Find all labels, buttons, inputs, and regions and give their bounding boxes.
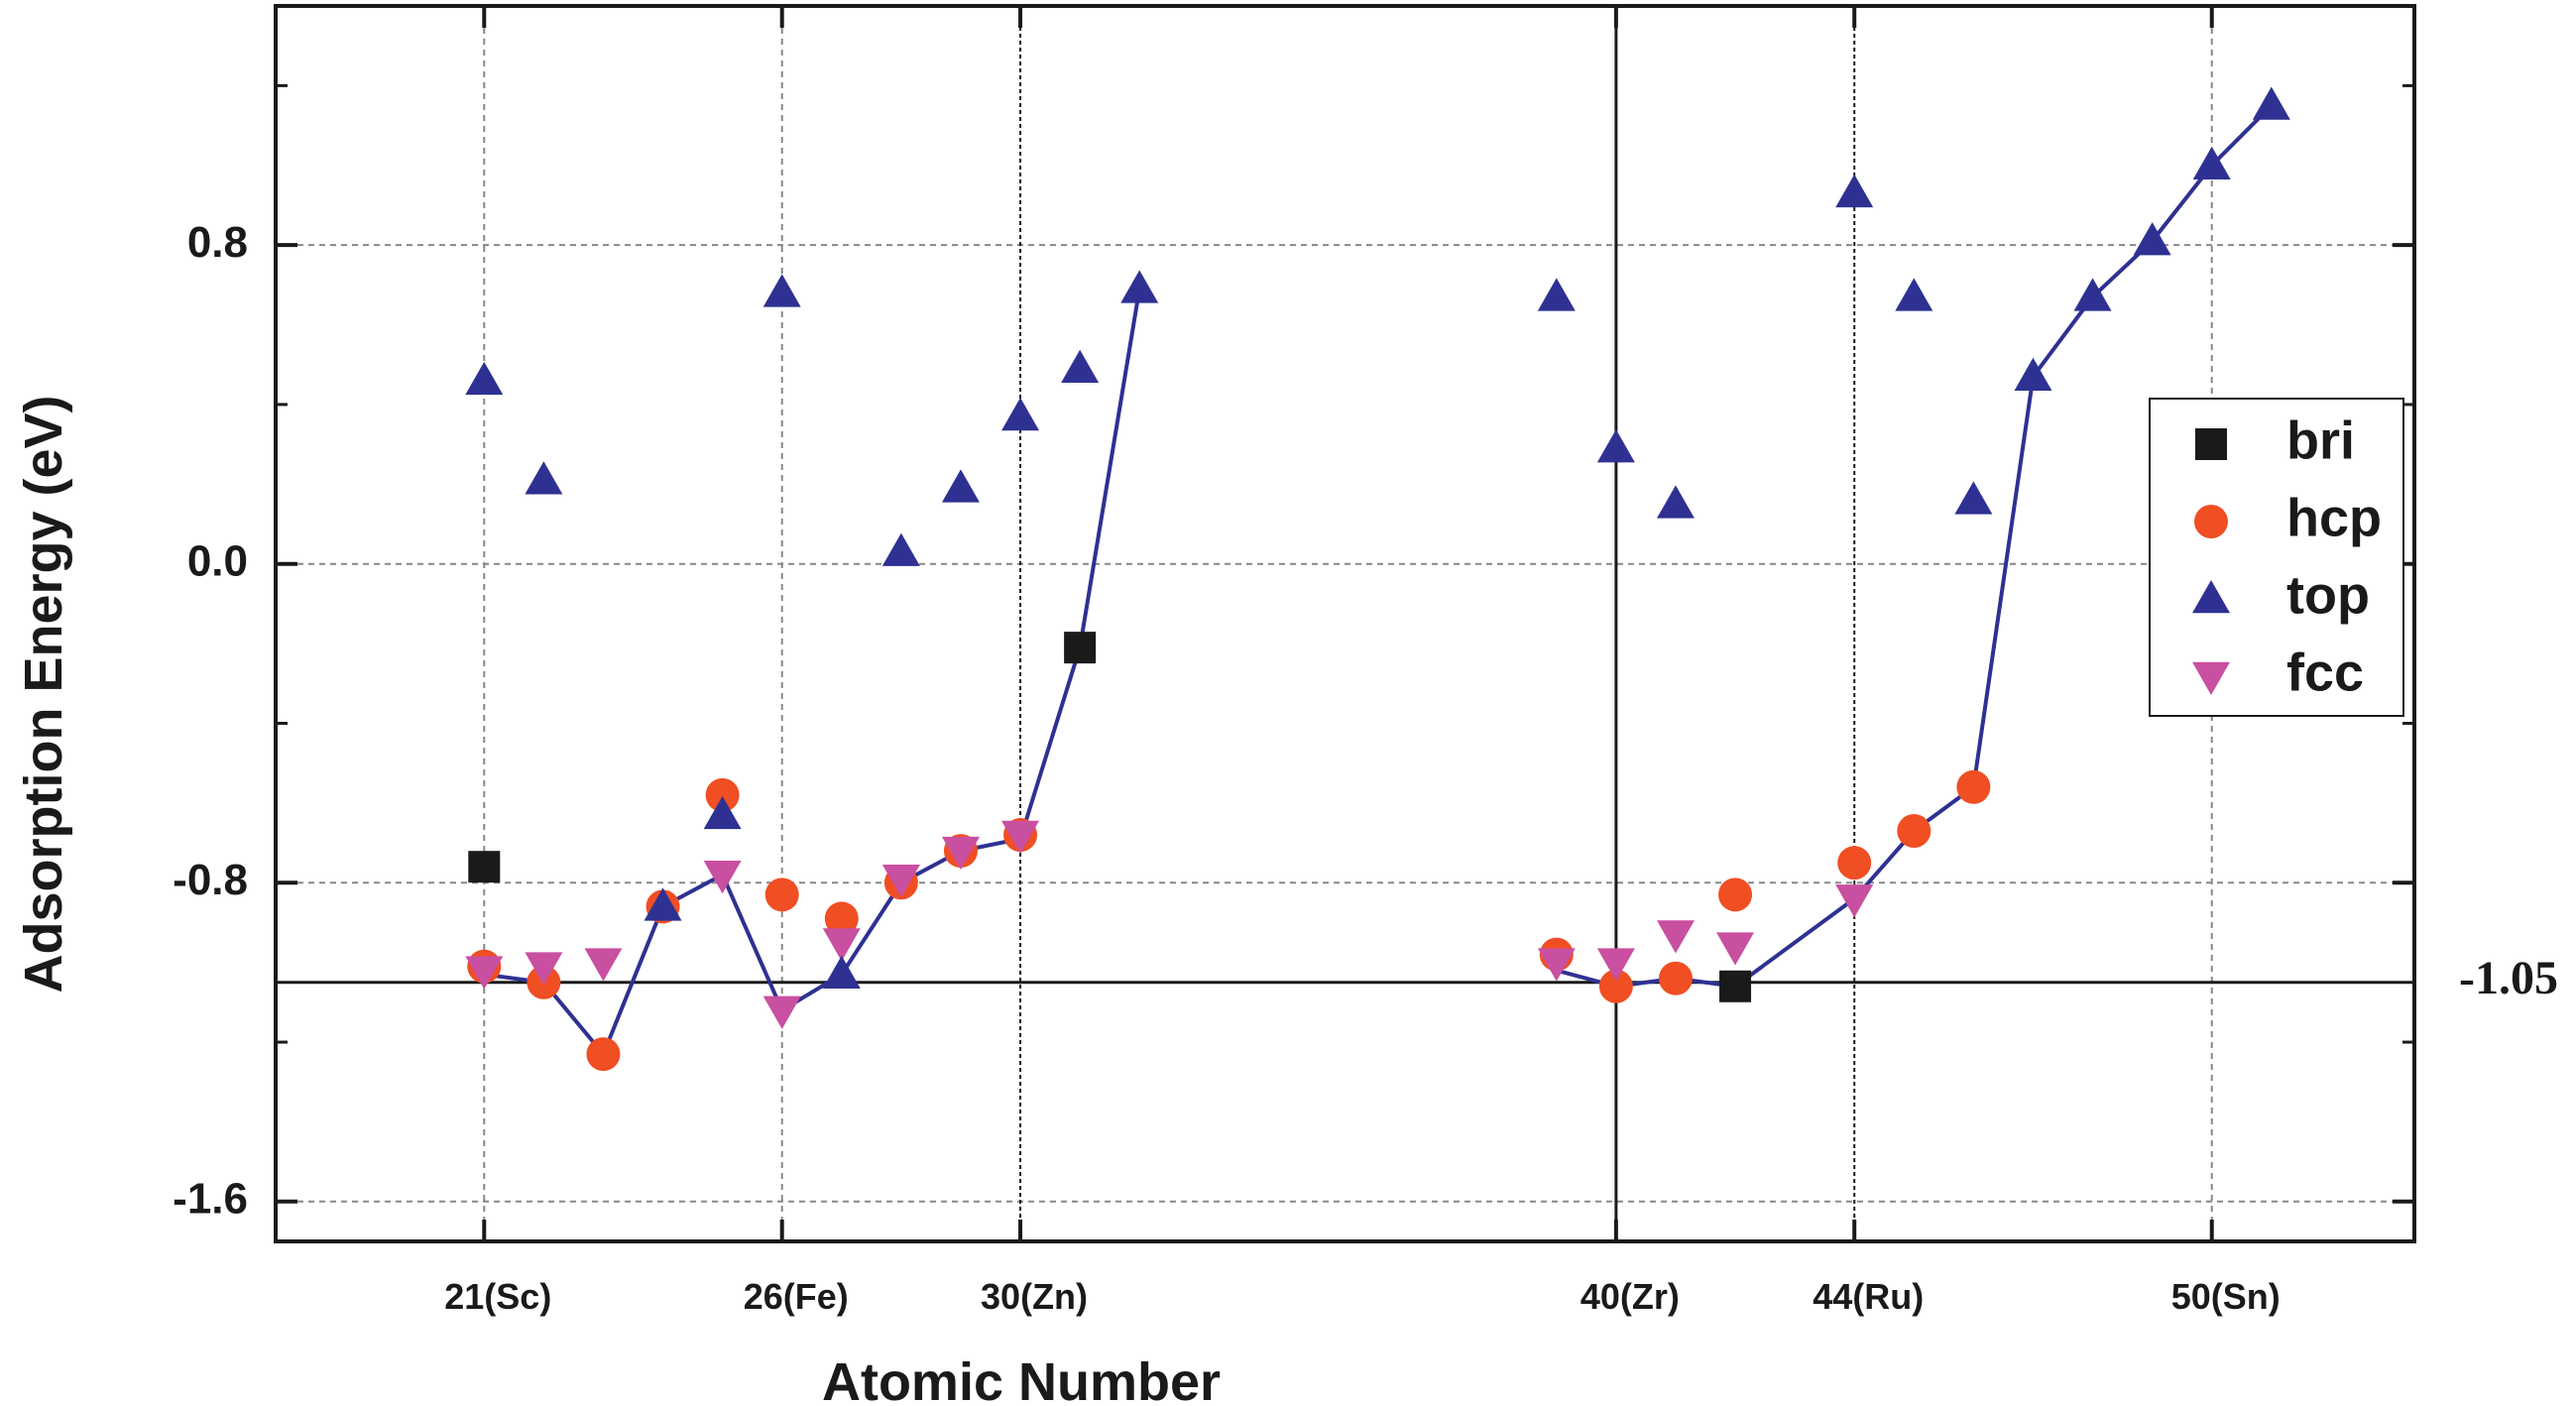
x-tick-label: 50(Sn) xyxy=(2171,1276,2281,1317)
legend-marker-bri xyxy=(2195,428,2227,460)
data-point-fcc xyxy=(703,860,742,894)
x-tick-label: 40(Zr) xyxy=(1581,1276,1680,1317)
y-tick-label: -1.6 xyxy=(173,1174,248,1223)
data-point-top xyxy=(703,795,742,830)
data-point-fcc xyxy=(1537,948,1576,982)
series-lines xyxy=(484,104,2274,1057)
data-point-hcp xyxy=(705,777,740,812)
legend-label-hcp: hcp xyxy=(2286,488,2382,547)
grid-lines xyxy=(276,6,2414,1241)
data-point-top xyxy=(822,955,861,989)
x-axis-title: Atomic Number xyxy=(822,1352,1221,1406)
data-point-top xyxy=(1120,270,1159,303)
x-tick-label: 44(Ru) xyxy=(1813,1276,1924,1317)
legend-box xyxy=(2149,398,2404,717)
legend-marker-top xyxy=(2192,580,2230,614)
data-point-top xyxy=(1656,485,1695,519)
data-point-top xyxy=(525,461,563,495)
data-point-top xyxy=(1895,278,1933,311)
legend-marker-fcc xyxy=(2192,661,2230,695)
data-point-fcc xyxy=(1835,884,1874,918)
data-point-bri xyxy=(1719,970,1752,1002)
data-point-fcc xyxy=(465,956,504,990)
data-point-top xyxy=(1596,429,1635,463)
legend-label-fcc: fcc xyxy=(2286,643,2364,702)
x-tick-label: 30(Zn) xyxy=(981,1276,1088,1317)
data-point-top xyxy=(762,274,801,307)
data-point-fcc xyxy=(1716,932,1755,966)
data-point-hcp xyxy=(764,878,799,912)
data-point-hcp xyxy=(586,1037,621,1072)
data-point-bri xyxy=(1064,632,1097,664)
data-point-bri xyxy=(468,851,501,883)
data-point-top xyxy=(2133,222,2171,256)
legend-marker-hcp xyxy=(2194,505,2228,538)
data-point-fcc xyxy=(822,928,861,962)
data-point-hcp xyxy=(824,901,859,936)
y-tick-label: 0.0 xyxy=(187,536,248,585)
data-point-fcc xyxy=(1656,920,1695,954)
x-tick-labels: 21(Sc) 26(Fe) 30(Zn) 40(Zr) 44(Ru) 50(Sn) xyxy=(444,1276,2280,1317)
data-point-fcc xyxy=(941,836,980,871)
data-point-hcp xyxy=(1598,969,1633,1003)
axis-ticks xyxy=(276,6,2414,1241)
data-point-top xyxy=(1061,349,1100,384)
legend: bri hcp top fcc xyxy=(2149,398,2404,717)
data-point-top xyxy=(881,532,920,566)
data-point-fcc xyxy=(1596,948,1635,982)
data-point-hcp xyxy=(1956,769,1991,804)
data-point-top xyxy=(1001,397,1040,431)
data-point-top xyxy=(941,469,980,503)
data-point-top xyxy=(2192,146,2231,180)
data-point-top xyxy=(1835,174,1874,208)
data-point-hcp xyxy=(1897,814,1932,849)
data-point-top xyxy=(465,361,504,396)
data-point-top xyxy=(644,887,682,921)
series-line xyxy=(484,289,1142,1057)
x-tick-label: 21(Sc) xyxy=(444,1276,551,1317)
data-markers xyxy=(465,86,2290,1072)
data-point-fcc xyxy=(1001,820,1040,855)
data-point-hcp xyxy=(1837,846,1872,880)
data-point-hcp xyxy=(1658,961,1693,996)
y-tick-labels: -1.6 -0.8 0.0 0.8 xyxy=(173,218,248,1224)
y-tick-label: 0.8 xyxy=(187,218,248,267)
legend-label-top: top xyxy=(2286,565,2370,625)
plot-frame xyxy=(274,4,2416,1243)
data-point-top xyxy=(2252,86,2290,120)
reference-line-label: -1.05 xyxy=(2459,952,2558,1004)
data-point-fcc xyxy=(881,864,920,898)
data-point-top xyxy=(1954,481,1993,515)
x-tick-label: 26(Fe) xyxy=(744,1276,849,1317)
y-axis-title: Adsorption Energy (eV) xyxy=(14,395,73,993)
data-point-fcc xyxy=(525,952,563,986)
data-point-top xyxy=(1537,278,1576,311)
data-point-fcc xyxy=(762,996,801,1029)
data-point-hcp xyxy=(1718,878,1753,912)
legend-label-bri: bri xyxy=(2286,410,2355,470)
data-point-top xyxy=(2073,278,2112,311)
data-point-fcc xyxy=(584,948,623,982)
data-point-top xyxy=(2014,357,2052,392)
y-tick-label: -0.8 xyxy=(173,856,248,904)
